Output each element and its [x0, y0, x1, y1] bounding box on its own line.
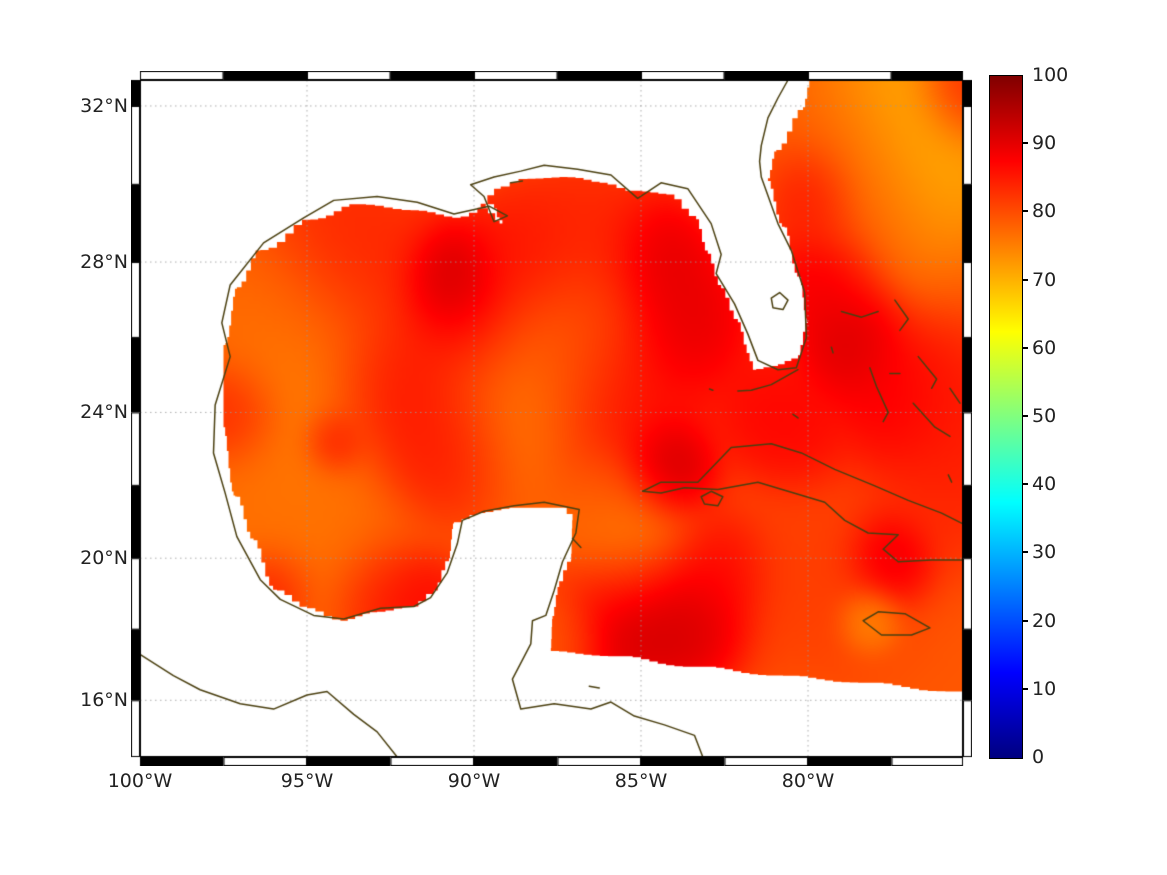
- y-axis-tick-label: 16°N: [80, 689, 128, 712]
- colorbar-tick: [1022, 278, 1028, 281]
- colorbar-tick-label: 50: [1032, 405, 1057, 427]
- colorbar-tick: [1022, 142, 1028, 145]
- x-axis-tick-label: 95°W: [280, 770, 334, 792]
- colorbar-tick-label: 20: [1032, 609, 1057, 632]
- colorbar-tick-label: 60: [1032, 336, 1057, 359]
- colorbar-tick: [1022, 415, 1028, 417]
- colorbar-tick-label: 10: [1032, 677, 1057, 700]
- colorbar-tick: [1022, 687, 1028, 690]
- colorbar-tick-label: 90: [1032, 132, 1057, 155]
- colorbar-tick-label: 30: [1032, 541, 1057, 564]
- y-axis-tick-label: 24°N: [80, 401, 128, 424]
- colorbar-tick-label: 40: [1032, 473, 1057, 496]
- colorbar-tick: [1022, 483, 1028, 486]
- y-axis-tick-label: 28°N: [80, 251, 128, 274]
- colorbar-tick-label: 80: [1032, 200, 1057, 223]
- map-canvas: [131, 71, 972, 766]
- colorbar-tick-label: 0: [1032, 746, 1045, 768]
- colorbar-tick-label: 70: [1032, 268, 1057, 291]
- y-axis-tick-label: 32°N: [80, 94, 128, 117]
- x-axis-tick-label: 85°W: [614, 770, 668, 792]
- x-axis-tick-label: 100°W: [107, 770, 173, 792]
- colorbar-tick: [1022, 551, 1028, 554]
- colorbar-tick: [1022, 619, 1028, 622]
- x-axis-tick-label: 90°W: [447, 770, 501, 792]
- colorbar-tick: [1022, 346, 1028, 349]
- colorbar: [989, 75, 1023, 759]
- colorbar-tick-label: 100: [1032, 64, 1069, 86]
- y-axis-tick-label: 20°N: [80, 547, 128, 570]
- x-axis-tick-label: 80°W: [781, 770, 835, 792]
- colorbar-tick: [1022, 210, 1028, 213]
